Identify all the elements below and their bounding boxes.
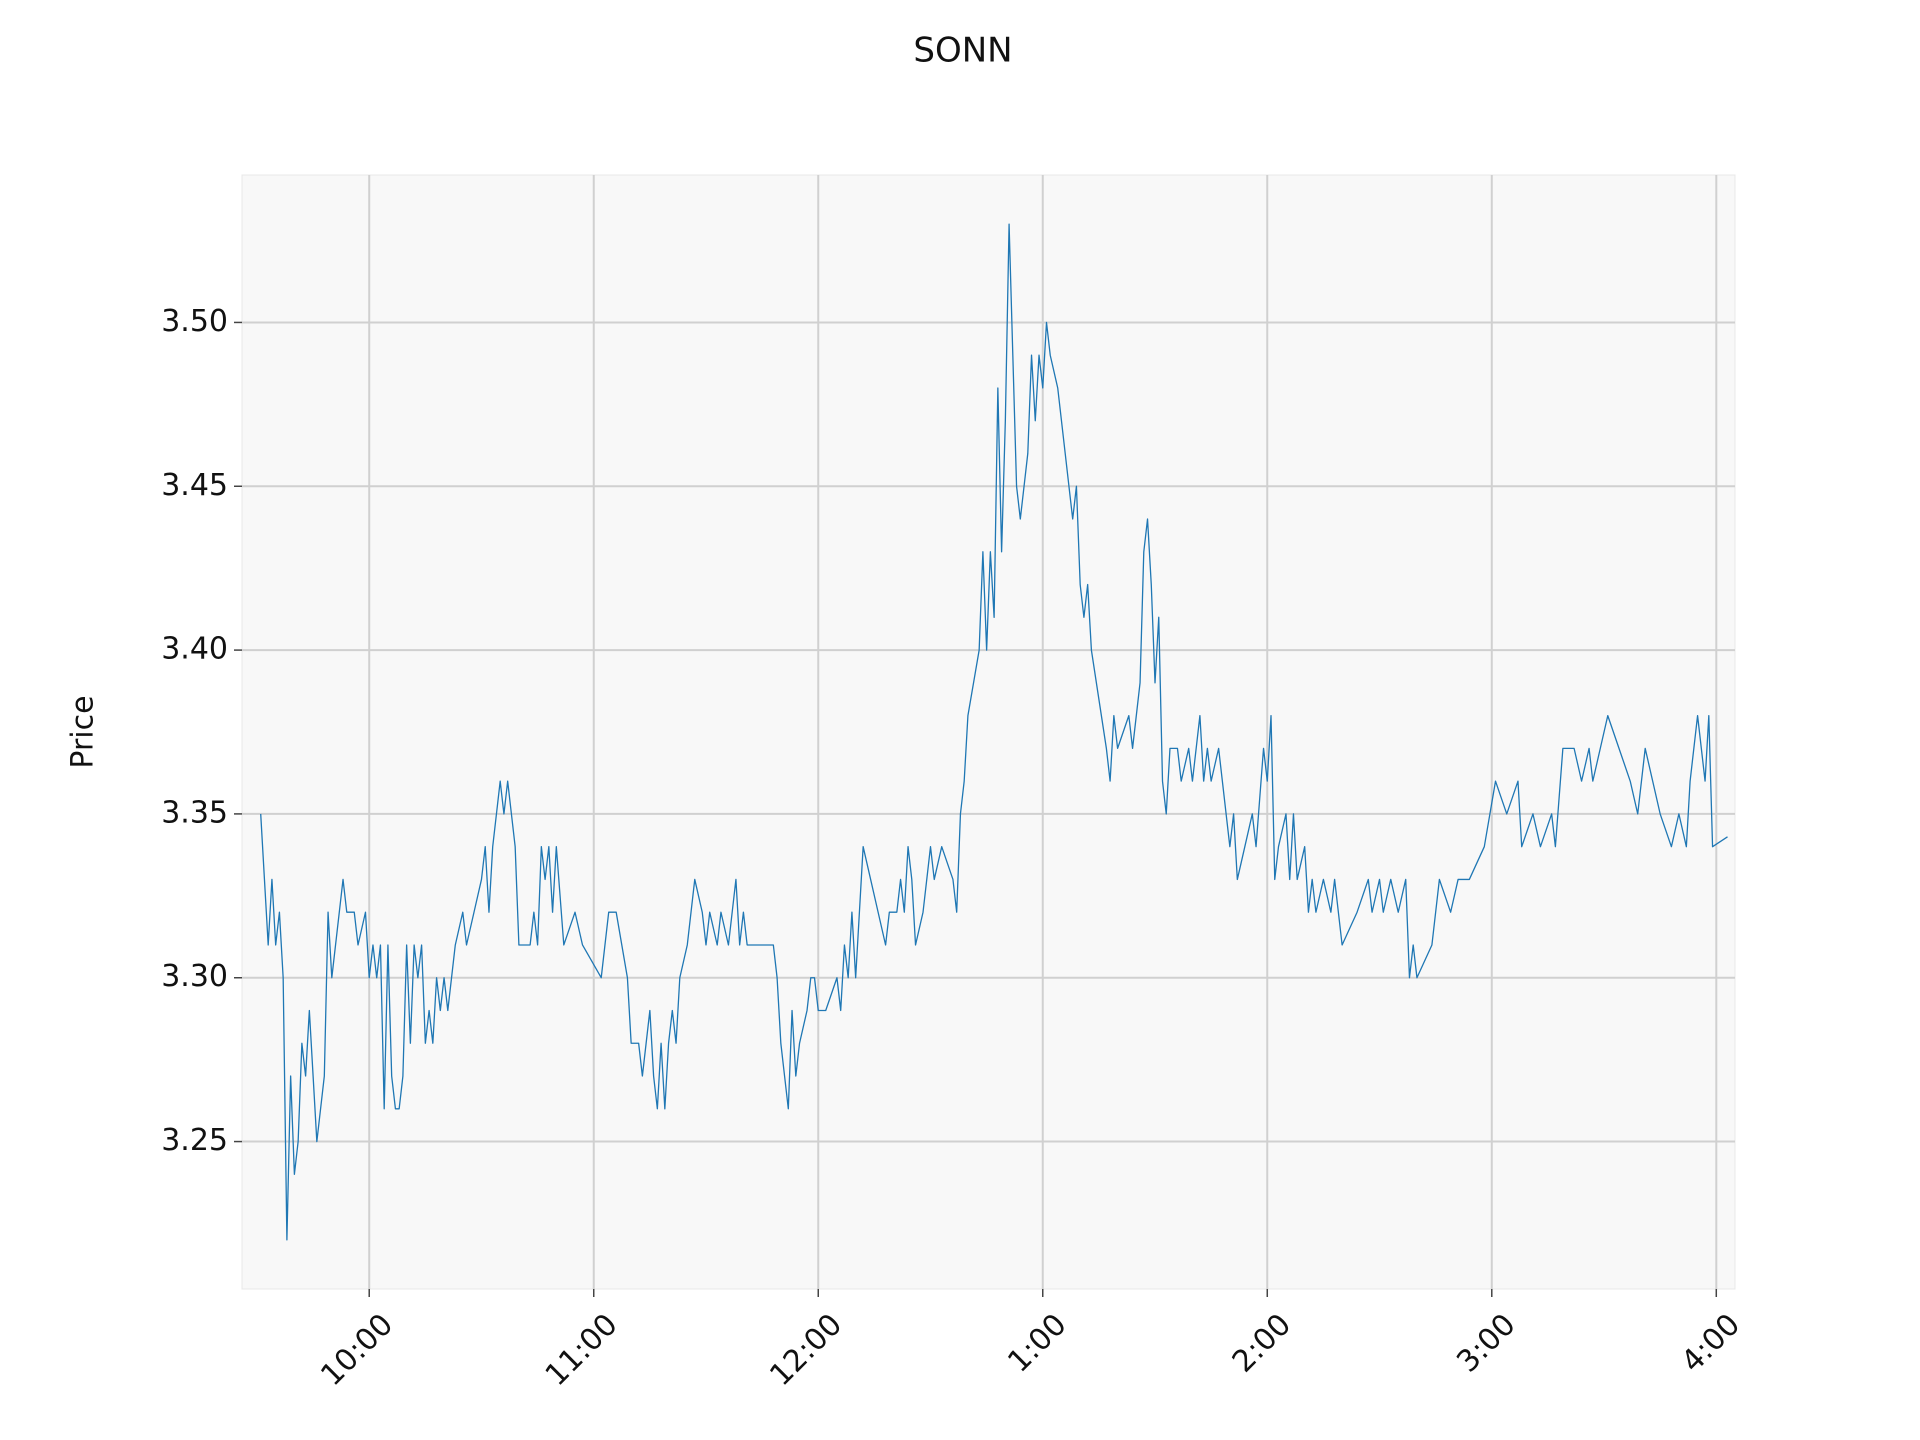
y-tick-label: 3.40 xyxy=(161,632,228,667)
y-tick-label: 3.35 xyxy=(161,795,228,830)
x-tick-label: 1:00 xyxy=(1001,1307,1073,1379)
x-tick-label: 11:00 xyxy=(539,1307,625,1393)
x-tick-label: 2:00 xyxy=(1226,1307,1298,1379)
price-line xyxy=(260,223,1728,1241)
y-axis-label: Price xyxy=(66,695,101,768)
x-tick-label: 3:00 xyxy=(1450,1307,1522,1379)
y-tick-label: 3.45 xyxy=(161,468,228,503)
plot-area xyxy=(241,174,1736,1290)
x-tick-label: 12:00 xyxy=(763,1307,849,1393)
x-tick-label: 4:00 xyxy=(1675,1307,1747,1379)
y-tick-label: 3.50 xyxy=(161,304,228,339)
x-tick-label: 10:00 xyxy=(314,1307,400,1393)
chart-title: SONN xyxy=(913,31,1012,71)
y-tick-label: 3.25 xyxy=(161,1123,228,1158)
y-tick-label: 3.30 xyxy=(161,959,228,994)
